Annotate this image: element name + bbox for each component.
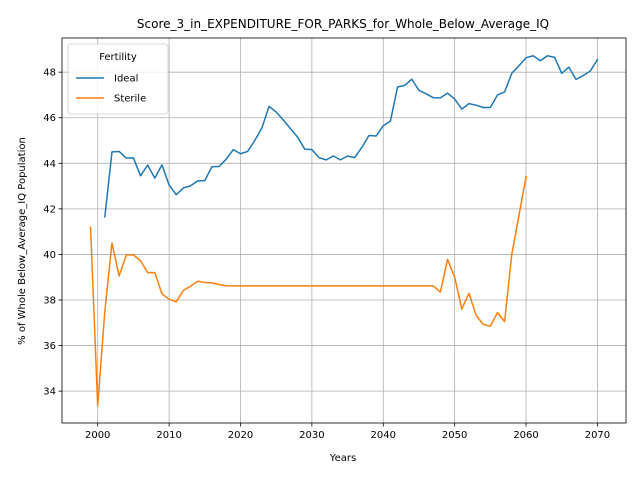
legend-label-ideal: Ideal <box>114 74 138 85</box>
y-tick-label: 38 <box>43 295 56 306</box>
y-tick-label: 46 <box>43 113 56 124</box>
x-tick-label: 2000 <box>85 430 110 441</box>
y-axis-label: % of Whole Below_Average_IQ Population <box>17 137 28 345</box>
x-axis-label: Years <box>329 453 356 464</box>
x-axis: 2000 2010 2020 2030 2040 2050 2060 2070 <box>85 423 610 441</box>
x-tick-label: 2020 <box>228 430 253 441</box>
grid-lines <box>62 38 626 423</box>
axes-frame <box>61 37 627 424</box>
y-tick-label: 44 <box>43 159 56 170</box>
plot-area <box>89 55 599 407</box>
y-tick-label: 48 <box>43 68 56 79</box>
legend-box <box>67 43 169 115</box>
legend: Fertility Ideal Sterile <box>67 43 169 115</box>
y-tick-label: 42 <box>43 204 56 215</box>
x-tick-label: 2010 <box>156 430 181 441</box>
legend-title: Fertility <box>99 52 137 63</box>
legend-label-sterile: Sterile <box>114 94 146 105</box>
y-tick-label: 40 <box>43 250 56 261</box>
chart-title: Score_3_in_EXPENDITURE_FOR_PARKS_for_Who… <box>137 17 549 31</box>
x-tick-label: 2050 <box>442 430 467 441</box>
y-axis: 34 36 38 40 42 44 46 48 <box>43 68 62 398</box>
y-tick-label: 34 <box>43 387 56 398</box>
x-tick-label: 2040 <box>371 430 396 441</box>
x-tick-label: 2070 <box>585 430 610 441</box>
series-line-sterile <box>89 175 527 407</box>
series-line-ideal <box>104 55 599 218</box>
x-tick-label: 2030 <box>299 430 324 441</box>
y-tick-label: 36 <box>43 341 56 352</box>
x-tick-label: 2060 <box>513 430 538 441</box>
